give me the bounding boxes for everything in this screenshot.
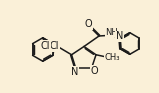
Text: Cl: Cl [41, 41, 50, 51]
Text: N: N [116, 31, 123, 41]
Text: CH₃: CH₃ [104, 53, 120, 61]
Text: NH: NH [105, 28, 118, 37]
Text: O: O [85, 19, 92, 29]
Text: N: N [71, 67, 79, 77]
Text: O: O [91, 66, 99, 76]
Text: Cl: Cl [50, 41, 59, 51]
